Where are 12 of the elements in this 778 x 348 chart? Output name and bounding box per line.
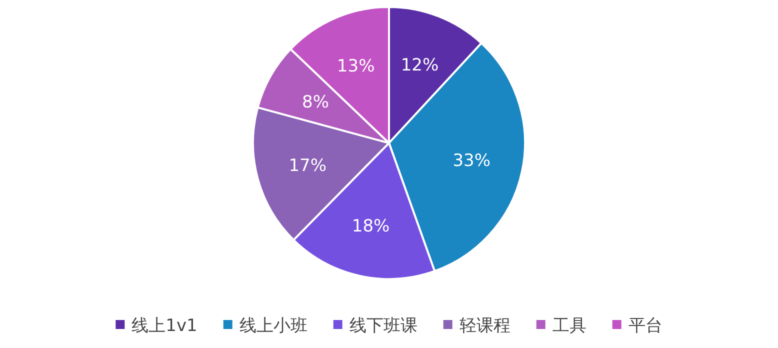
- data-label: 17%: [288, 156, 327, 176]
- legend-label: 平台: [628, 316, 662, 336]
- legend-label: 工具: [552, 316, 586, 336]
- legend-label: 轻课程: [459, 316, 510, 336]
- legend-label: 线上1v1: [132, 316, 198, 336]
- data-label: 13%: [336, 56, 375, 76]
- legend-label: 线下班课: [349, 316, 418, 336]
- legend-label: 线上小班: [239, 316, 308, 336]
- data-label: 8%: [302, 92, 330, 113]
- data-label: 33%: [452, 150, 490, 171]
- data-label: 12%: [400, 55, 439, 76]
- data-label: 18%: [352, 216, 390, 236]
